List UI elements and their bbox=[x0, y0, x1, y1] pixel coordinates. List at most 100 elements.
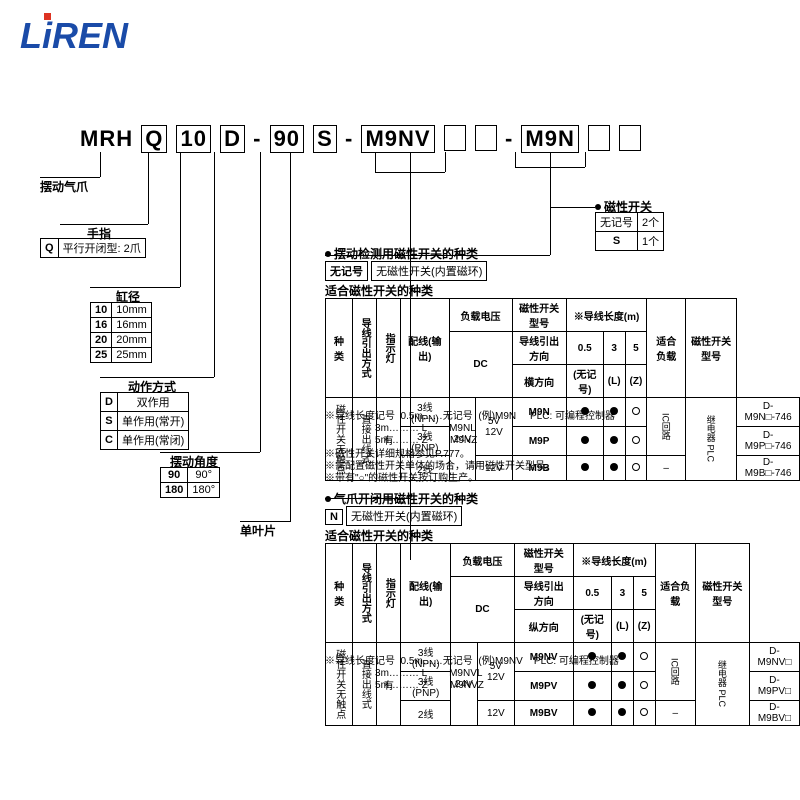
cell: 5 bbox=[633, 577, 655, 610]
angle-table: 9090° 180180° bbox=[160, 467, 220, 498]
cell: 20mm bbox=[112, 333, 152, 348]
empty-box bbox=[444, 125, 466, 151]
dash: - bbox=[253, 126, 261, 151]
cell: D-M9NV□ bbox=[749, 643, 799, 672]
cell: (Z) bbox=[633, 610, 655, 643]
cell: 5V 12V bbox=[476, 398, 512, 456]
cell: ※导线长度(m) bbox=[573, 544, 655, 577]
cell: S bbox=[596, 232, 638, 251]
stem bbox=[148, 152, 149, 224]
cell: 25mm bbox=[112, 348, 152, 363]
cell: 磁性开关型号 bbox=[686, 299, 737, 398]
cell: 种类 bbox=[326, 544, 353, 643]
cell: M9PV bbox=[514, 672, 573, 701]
cell: 继电器 PLC bbox=[686, 398, 737, 481]
cell: 单作用(常开) bbox=[117, 412, 188, 431]
stem bbox=[410, 152, 411, 172]
stem bbox=[40, 177, 100, 178]
cell bbox=[625, 456, 647, 481]
cell: 负载电压 bbox=[451, 544, 515, 577]
cell bbox=[573, 701, 611, 726]
stem bbox=[100, 152, 101, 177]
text: 摆动检测用磁性开关的种类 bbox=[334, 247, 478, 261]
cell: (无记号) bbox=[573, 610, 611, 643]
cell: 3 bbox=[611, 577, 633, 610]
cell: 磁性开关型号 bbox=[514, 544, 573, 577]
t: PLC bbox=[717, 690, 727, 708]
key-box: N bbox=[325, 509, 343, 525]
cell: DC bbox=[451, 577, 515, 643]
cell bbox=[603, 427, 625, 456]
cell: 16mm bbox=[112, 318, 152, 333]
cell: 导线引出方式 bbox=[353, 544, 377, 643]
empty-box bbox=[475, 125, 497, 151]
cell: (Z) bbox=[625, 365, 647, 398]
cell: 负载电压 bbox=[449, 299, 512, 332]
t: PLC bbox=[706, 445, 716, 463]
cell: Q bbox=[41, 239, 59, 258]
key-box: 无记号 bbox=[325, 261, 368, 281]
cell: 1个 bbox=[638, 232, 664, 251]
cell: D-M9P□-746 bbox=[737, 427, 800, 456]
cell: (L) bbox=[603, 365, 625, 398]
t: 无触点 bbox=[334, 689, 345, 719]
magswitch-table: 无记号2个 S1个 bbox=[595, 212, 664, 251]
cell: 配线(输出) bbox=[401, 299, 450, 398]
cell: 0.5 bbox=[573, 577, 611, 610]
compat2-header: 适合磁性开关的种类 bbox=[325, 527, 433, 544]
cell: 横方向 bbox=[512, 365, 566, 398]
cell: S bbox=[101, 412, 118, 431]
cell: 种类 bbox=[326, 299, 353, 398]
cell: 90° bbox=[188, 468, 220, 483]
cell bbox=[633, 701, 655, 726]
cell: IC回路 bbox=[655, 643, 695, 701]
note-box: 无磁性开关(内置磁环) bbox=[371, 261, 487, 281]
seg-d: D bbox=[220, 125, 245, 153]
text: 气爪开闭用磁性开关的种类 bbox=[334, 492, 478, 506]
cell: 适合负载 bbox=[647, 299, 686, 398]
cell: 180° bbox=[188, 483, 220, 498]
grip-row: N 无磁性开关(内置磁环) bbox=[325, 506, 462, 526]
stem bbox=[375, 152, 376, 172]
stem bbox=[240, 521, 290, 522]
stem bbox=[550, 152, 551, 167]
stem bbox=[325, 498, 410, 499]
bore-table: 1010mm 1616mm 2020mm 2525mm bbox=[90, 302, 152, 363]
cell: 导线引出方向 bbox=[514, 577, 573, 610]
cell bbox=[566, 427, 603, 456]
cell: D bbox=[101, 393, 118, 412]
seg-s: S bbox=[313, 125, 337, 153]
stem bbox=[60, 224, 148, 225]
stem bbox=[550, 207, 595, 208]
cell: D-M9PV□ bbox=[749, 672, 799, 701]
cell: 5 bbox=[625, 332, 647, 365]
cell: D-M9N□-746 bbox=[737, 398, 800, 427]
cell: 指示灯 bbox=[377, 299, 401, 398]
cell: 2线 bbox=[401, 701, 451, 726]
cell bbox=[566, 456, 603, 481]
swing-detect-row: 无记号 无磁性开关(内置磁环) bbox=[325, 261, 487, 281]
cell: 2个 bbox=[638, 213, 664, 232]
cell: 90 bbox=[161, 468, 188, 483]
seg-90: 90 bbox=[270, 125, 304, 153]
swing-detect-header: 摆动检测用磁性开关的种类 bbox=[325, 245, 478, 262]
cell: 双作用 bbox=[117, 393, 188, 412]
note5c: 5m……… Z M9NVZ bbox=[325, 679, 484, 693]
cell: M9BV bbox=[514, 701, 573, 726]
cell: 导线引出方向 bbox=[512, 332, 566, 365]
stem bbox=[160, 452, 260, 453]
cell bbox=[625, 427, 647, 456]
cell bbox=[625, 398, 647, 427]
stem bbox=[180, 152, 181, 287]
note1c: 5m……… Z M9NZ bbox=[325, 434, 477, 448]
cell: 0.5 bbox=[566, 332, 603, 365]
cell bbox=[611, 701, 633, 726]
cell: 磁性开关型号 bbox=[695, 544, 749, 643]
cell: 10mm bbox=[112, 303, 152, 318]
cell: ※导线长度(m) bbox=[566, 299, 647, 332]
cell: 导线引出方式 bbox=[353, 299, 377, 398]
cell: 12V bbox=[477, 701, 514, 726]
cell: 25 bbox=[91, 348, 112, 363]
cell bbox=[603, 456, 625, 481]
stem bbox=[550, 167, 551, 232]
